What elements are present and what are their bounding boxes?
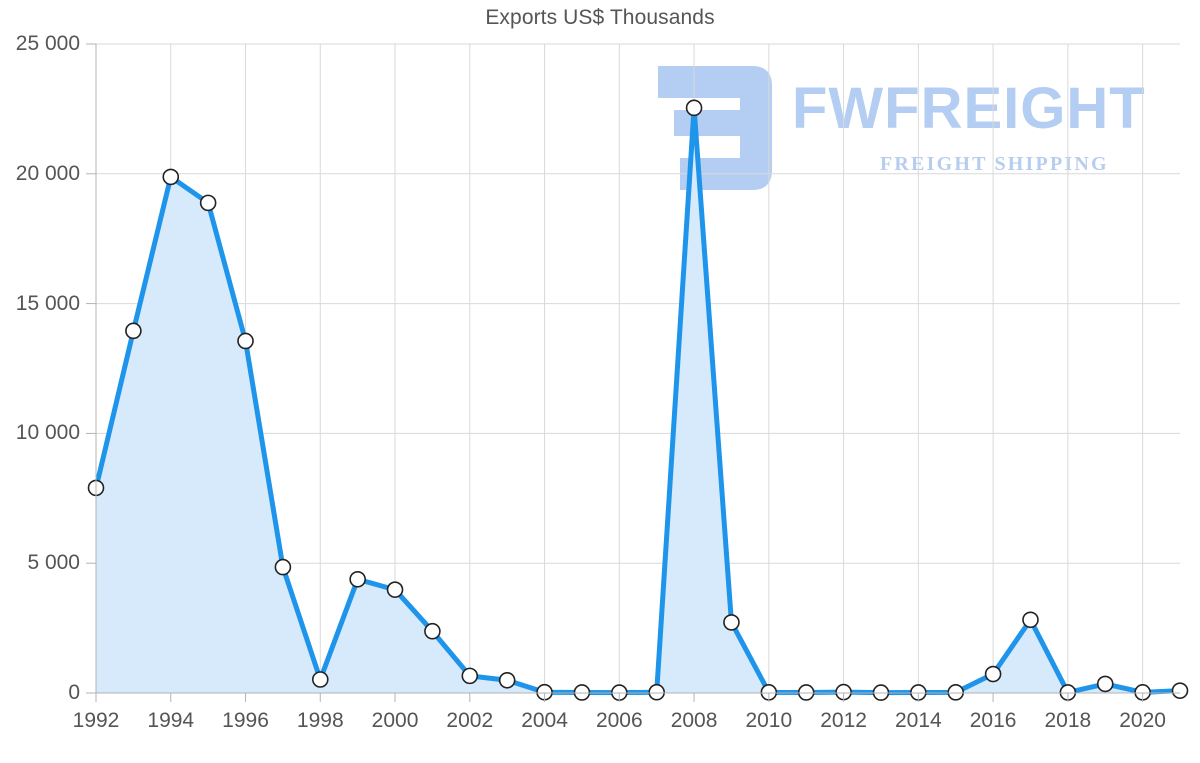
x-axis-tick-label: 2002 bbox=[446, 709, 494, 732]
data-point-marker[interactable] bbox=[125, 322, 142, 340]
x-axis-tick-label: 2004 bbox=[521, 709, 568, 732]
data-point-marker[interactable] bbox=[386, 581, 404, 598]
data-point-marker[interactable] bbox=[947, 684, 965, 701]
data-point-marker[interactable] bbox=[685, 99, 703, 117]
data-point-marker[interactable] bbox=[1096, 675, 1114, 693]
series-line bbox=[93, 105, 1183, 696]
data-point-marker[interactable] bbox=[498, 671, 516, 689]
data-point-marker[interactable] bbox=[797, 684, 815, 701]
x-axis-tick-label: 2018 bbox=[1044, 709, 1092, 732]
x-axis-tick-label: 2008 bbox=[670, 709, 718, 732]
axis-tick-marks bbox=[86, 43, 1180, 702]
data-point-marker[interactable] bbox=[311, 671, 329, 688]
x-axis-tick-label: 2014 bbox=[894, 709, 942, 732]
series-markers bbox=[87, 99, 1189, 701]
y-axis-tick-label: 15 000 bbox=[15, 291, 80, 315]
chart-title: Exports US$ Thousands bbox=[485, 6, 715, 29]
x-axis-tick-label: 2016 bbox=[969, 709, 1017, 732]
x-axis-tick-label: 2010 bbox=[745, 709, 793, 732]
x-axis-tick-label: 1992 bbox=[72, 709, 120, 732]
data-point-marker[interactable] bbox=[573, 684, 591, 701]
y-axis-tick-label: 25 000 bbox=[15, 32, 80, 55]
data-point-marker[interactable] bbox=[199, 194, 217, 212]
x-axis-tick-label: 2000 bbox=[371, 709, 419, 732]
x-axis-tick-label: 1996 bbox=[222, 709, 269, 732]
data-point-marker[interactable] bbox=[349, 570, 366, 588]
series-area-fill bbox=[96, 107, 1180, 694]
data-point-marker[interactable] bbox=[162, 168, 180, 186]
data-point-marker[interactable] bbox=[984, 665, 1002, 683]
data-point-marker[interactable] bbox=[648, 683, 665, 701]
y-axis-tick-label: 5 000 bbox=[27, 551, 80, 575]
x-axis-tick-label: 2020 bbox=[1119, 709, 1166, 732]
x-axis-tick-label: 1998 bbox=[296, 709, 344, 732]
data-point-marker[interactable] bbox=[237, 332, 254, 350]
data-point-marker[interactable] bbox=[424, 622, 441, 640]
data-point-marker[interactable] bbox=[274, 558, 292, 576]
x-axis-tick-label: 2012 bbox=[820, 709, 867, 732]
x-axis-tick-label: 2006 bbox=[595, 709, 643, 732]
y-axis-tick-label: 0 bbox=[68, 681, 80, 704]
x-axis-tick-label: 1994 bbox=[147, 709, 195, 732]
data-point-marker[interactable] bbox=[1171, 682, 1189, 699]
data-point-marker[interactable] bbox=[1022, 611, 1039, 629]
data-point-marker[interactable] bbox=[461, 667, 479, 685]
y-axis-tick-label: 20 000 bbox=[15, 161, 80, 185]
data-point-marker[interactable] bbox=[723, 614, 740, 631]
y-axis-tick-label: 10 000 bbox=[15, 421, 80, 445]
